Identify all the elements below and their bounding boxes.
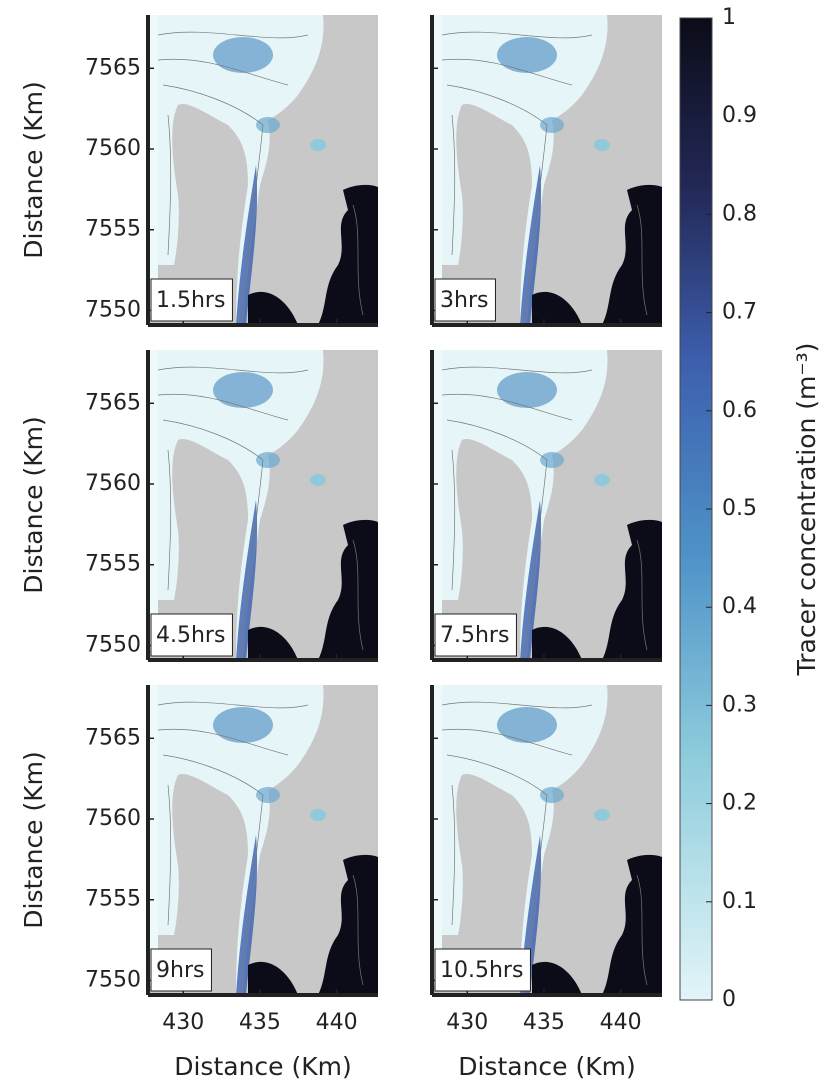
y-tick-label: 7565 [85,55,141,80]
x-axis-label: Distance (Km) [174,1052,352,1081]
panel-label-box [150,613,233,657]
y-tick-label: 7560 [85,471,141,496]
y-tick-label: 7550 [85,297,141,322]
panel-label: 3hrs [440,288,488,313]
x-tick-label: 435 [239,1010,281,1035]
panel-label-box [434,278,496,322]
y-tick-label: 7555 [85,887,141,912]
y-tick-label: 7565 [85,725,141,750]
panel-label: 1.5hrs [156,288,225,313]
y-tick-label: 7550 [85,632,141,657]
x-axis-label: Distance (Km) [458,1052,636,1081]
colorbar-tick-label: 0.1 [722,889,757,914]
x-tick-label: 430 [162,1010,204,1035]
colorbar-tick-label: 1 [722,5,736,30]
panel-label-box [150,278,233,322]
y-tick-label: 7560 [85,136,141,161]
colorbar-tick-label: 0.6 [722,398,757,423]
x-tick-label: 440 [316,1010,358,1035]
x-tick-label: 440 [600,1010,642,1035]
y-axis-label: Distance (Km) [19,751,48,929]
y-axis-label: Distance (Km) [19,81,48,259]
y-tick-label: 7550 [85,967,141,992]
panel-label-box [434,613,517,657]
colorbar-tick-label: 0.5 [722,496,757,521]
y-tick-label: 7555 [85,552,141,577]
colorbar-tick-label: 0.4 [722,594,757,619]
x-tick-label: 435 [523,1010,565,1035]
colorbar-tick-label: 0.2 [722,791,757,816]
panel-label: 7.5hrs [440,623,509,648]
y-axis-label: Distance (Km) [19,416,48,594]
colorbar-label: Tracer concentration (m⁻³) [792,343,821,677]
panel-label: 4.5hrs [156,623,225,648]
y-tick-label: 7560 [85,806,141,831]
colorbar-tick-label: 0.3 [722,692,757,717]
y-tick-label: 7555 [85,217,141,242]
colorbar-frame [679,17,713,1001]
panel-label-box [434,948,531,992]
panel-label-box [150,948,212,992]
x-tick-label: 430 [446,1010,488,1035]
colorbar-tick-label: 0.9 [722,103,757,128]
colorbar-tick-label: 0.8 [722,201,757,226]
y-tick-label: 7565 [85,390,141,415]
colorbar-tick-label: 0.7 [722,300,757,325]
colorbar-tick-label: 0 [722,987,736,1012]
panel-label: 9hrs [156,958,204,983]
panel-label: 10.5hrs [440,958,523,983]
